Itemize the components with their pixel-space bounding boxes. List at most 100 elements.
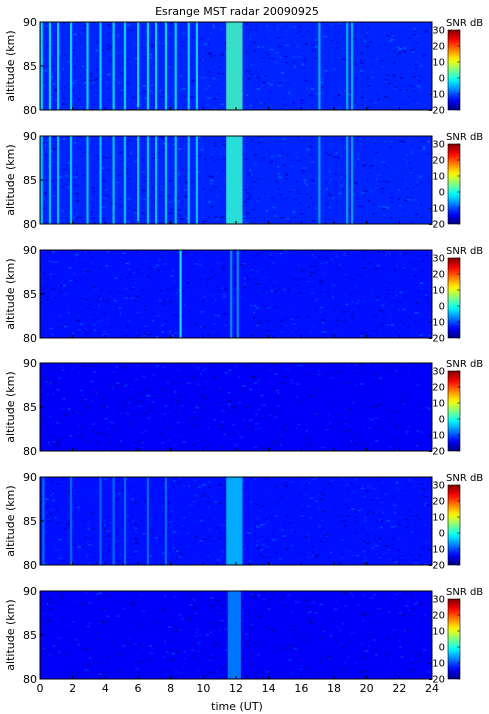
colorbar-tick-label: 0 xyxy=(439,643,445,654)
echo-stripe xyxy=(86,22,89,110)
echo-stripe xyxy=(230,250,233,338)
echo-stripe xyxy=(164,22,167,110)
echo-stripe xyxy=(123,477,127,565)
y-tick-label: 80 xyxy=(23,559,37,572)
echo-stripe xyxy=(48,22,51,110)
colorbar xyxy=(447,257,461,339)
echo-stripe xyxy=(155,22,158,110)
colorbar xyxy=(447,370,461,452)
x-tick-label: 2 xyxy=(69,682,76,695)
echo-stripe xyxy=(57,22,60,110)
colorbar-tick-label: -20 xyxy=(429,220,445,231)
echo-stripe xyxy=(195,22,198,110)
x-tick-label: 8 xyxy=(167,682,174,695)
echo-stripe xyxy=(112,477,115,565)
echo-stripe xyxy=(351,136,354,224)
echo-stripe xyxy=(137,22,140,110)
heatmap-noise xyxy=(42,591,432,679)
colorbar-tick-label: 0 xyxy=(439,74,445,85)
colorbar-tick-label: 30 xyxy=(432,254,445,265)
colorbar-tick-label: -10 xyxy=(429,545,445,556)
x-tick-label: 24 xyxy=(425,682,439,695)
x-tick-label: 16 xyxy=(294,682,308,695)
echo-stripe xyxy=(179,250,182,338)
y-tick-label: 85 xyxy=(23,629,37,642)
x-tick-label: 6 xyxy=(135,682,142,695)
colorbar-tick-label: -10 xyxy=(429,204,445,215)
echo-stripe xyxy=(146,22,149,110)
colorbar-tick-label: -20 xyxy=(429,447,445,458)
colorbar xyxy=(447,598,461,680)
colorbar-tick-label: 30 xyxy=(432,481,445,492)
colorbar-tick-label: 20 xyxy=(432,611,445,622)
colorbar-tick-label: 0 xyxy=(439,188,445,199)
colorbar-tick-label: 10 xyxy=(432,172,445,183)
x-tick-label: 14 xyxy=(262,682,276,695)
echo-band xyxy=(227,591,241,679)
y-tick-label: 90 xyxy=(23,357,37,370)
echo-stripe xyxy=(70,136,73,224)
y-tick-label: 80 xyxy=(23,673,37,686)
echo-stripe xyxy=(146,477,149,565)
y-tick-label: 90 xyxy=(23,585,37,598)
y-tick-label: 85 xyxy=(23,174,37,187)
colorbar xyxy=(447,29,461,111)
colorbar-tick-label: 10 xyxy=(432,399,445,410)
colorbar-tick-label: 0 xyxy=(439,415,445,426)
y-tick-label: 85 xyxy=(23,288,37,301)
echo-stripe xyxy=(318,22,321,110)
x-tick-label: 20 xyxy=(360,682,374,695)
colorbar-tick-label: -10 xyxy=(429,659,445,670)
colorbar-label: SNR dB xyxy=(446,132,483,143)
colorbar-tick-label: -10 xyxy=(429,90,445,101)
y-axis-label: altitude (km) xyxy=(4,258,17,329)
echo-stripe xyxy=(187,22,190,110)
x-tick-label: 12 xyxy=(229,682,243,695)
colorbar xyxy=(447,143,461,225)
echo-stripe xyxy=(57,136,60,224)
colorbar-label: SNR dB xyxy=(446,473,483,484)
echo-stripe xyxy=(164,136,167,224)
echo-stripe xyxy=(112,136,115,224)
colorbar-tick-label: -20 xyxy=(429,675,445,686)
heatmap-noise xyxy=(40,363,432,450)
colorbar-label: SNR dB xyxy=(446,18,483,29)
colorbar-tick-label: 30 xyxy=(432,140,445,151)
y-tick-label: 85 xyxy=(23,401,37,414)
y-tick-label: 90 xyxy=(23,471,37,484)
echo-stripe xyxy=(99,136,102,224)
y-axis-label: altitude (km) xyxy=(4,371,17,442)
chart-title: Esrange MST radar 20090925 xyxy=(155,5,319,18)
echo-stripe xyxy=(99,22,102,110)
echo-stripe xyxy=(174,22,177,110)
echo-stripe xyxy=(146,136,149,224)
x-axis-label: time (UT) xyxy=(211,700,263,713)
colorbar-tick-label: 30 xyxy=(432,26,445,37)
colorbar-tick-label: 10 xyxy=(432,58,445,69)
colorbar xyxy=(447,484,461,566)
colorbar-tick-label: 20 xyxy=(432,270,445,281)
heatmap-background xyxy=(40,250,432,338)
echo-stripe xyxy=(123,136,127,224)
colorbar-tick-label: -20 xyxy=(429,561,445,572)
echo-band xyxy=(226,136,243,224)
echo-stripe xyxy=(346,22,349,110)
echo-band xyxy=(226,477,243,565)
y-tick-label: 90 xyxy=(23,130,37,143)
echo-band xyxy=(226,22,243,110)
echo-stripe xyxy=(174,136,177,224)
colorbar-label: SNR dB xyxy=(446,246,483,257)
colorbar-tick-label: -10 xyxy=(429,318,445,329)
colorbar-tick-label: 20 xyxy=(432,383,445,394)
colorbar-tick-label: 10 xyxy=(432,513,445,524)
colorbar-label: SNR dB xyxy=(446,587,483,598)
echo-stripe xyxy=(318,136,321,224)
echo-stripe xyxy=(99,477,102,565)
